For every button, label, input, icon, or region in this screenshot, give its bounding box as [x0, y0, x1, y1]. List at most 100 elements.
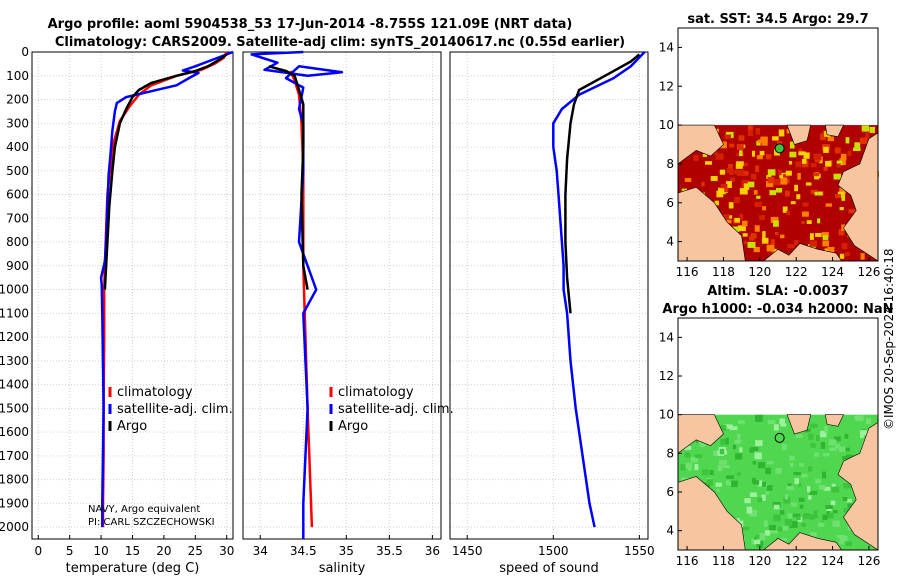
map-cell — [738, 225, 746, 232]
map-cell — [833, 510, 838, 514]
map-cell — [742, 220, 748, 227]
map-cell — [725, 181, 732, 188]
map-cell — [809, 240, 818, 247]
map-y-tick-label: 4 — [666, 524, 674, 538]
depth-tick-label: 100 — [6, 69, 29, 83]
map-cell — [815, 233, 822, 237]
map-cell — [859, 137, 868, 144]
map-x-tick-label: 126 — [857, 554, 880, 568]
map-cell — [817, 218, 821, 224]
map-cell — [756, 155, 763, 160]
map-cell — [726, 168, 732, 174]
depth-tick-label: 500 — [6, 164, 29, 178]
map-cell — [779, 537, 788, 544]
map-cell — [724, 219, 732, 224]
x-tick-label: 20 — [156, 544, 171, 558]
map-cell — [801, 158, 807, 164]
map-cell — [744, 498, 751, 504]
land-polygon — [786, 414, 812, 435]
map-cell — [710, 176, 718, 182]
map-x-tick-label: 120 — [748, 554, 771, 568]
map-cell — [835, 194, 842, 199]
x-tick-label: 34.5 — [290, 544, 317, 558]
map-y-tick-label: 10 — [659, 118, 674, 132]
map-cell — [761, 237, 769, 244]
land-polygon — [824, 124, 844, 138]
map-y-tick-label: 8 — [666, 446, 674, 460]
map-cell — [781, 179, 785, 185]
map-cell — [801, 160, 809, 168]
map-cell — [804, 428, 811, 433]
map-cell — [794, 239, 799, 246]
map-cell — [821, 232, 829, 237]
map-cell — [759, 215, 765, 220]
depth-tick-label: 1500 — [0, 401, 29, 415]
land-polygon — [762, 532, 843, 551]
map-cell — [764, 530, 770, 536]
depth-tick-label: 1200 — [0, 330, 29, 344]
map-cell — [840, 535, 848, 542]
map-cell — [820, 430, 827, 438]
map-cell — [754, 225, 760, 232]
map-cell — [749, 448, 754, 453]
map-cell — [799, 463, 804, 467]
map-cell — [799, 504, 804, 509]
map-cell — [827, 246, 835, 254]
map-cell — [766, 180, 774, 188]
depth-tick-label: 700 — [6, 211, 29, 225]
map-cell — [810, 189, 818, 195]
map-cell — [823, 146, 829, 153]
map-cell — [798, 151, 806, 156]
map-cell — [795, 161, 802, 168]
map-cell — [854, 415, 863, 421]
map-cell — [777, 526, 783, 532]
map-cell — [810, 423, 818, 428]
map-cell — [754, 201, 762, 208]
map-cell — [720, 425, 727, 430]
depth-tick-label: 1800 — [0, 473, 29, 487]
map-cell — [735, 518, 740, 523]
map-cell — [756, 541, 764, 548]
depth-tick-label: 400 — [6, 140, 29, 154]
map-cell — [747, 241, 756, 248]
map-cell — [808, 433, 814, 440]
map-cell — [728, 164, 733, 170]
map-cell — [778, 129, 785, 137]
map-cell — [772, 502, 781, 508]
map-cell — [767, 420, 776, 425]
map-cell — [684, 178, 692, 182]
map-cell — [709, 470, 714, 475]
map-cell — [735, 453, 743, 460]
map-cell — [722, 464, 730, 469]
map-cell — [826, 507, 832, 512]
map-cell — [743, 183, 750, 190]
map-cell — [845, 447, 850, 452]
map-cell — [827, 513, 834, 519]
argo-position-marker — [774, 143, 785, 154]
map-cell — [825, 505, 833, 509]
map-x-tick-label: 116 — [676, 265, 699, 279]
map-x-tick-label: 124 — [821, 554, 844, 568]
map-cell — [798, 482, 802, 487]
x-tick-label: 1550 — [624, 544, 655, 558]
map-cell — [847, 150, 852, 157]
map-cell — [824, 248, 830, 252]
map-cell — [834, 443, 841, 449]
map-cell — [770, 530, 778, 534]
map-cell — [854, 142, 861, 149]
x-tick-label: 34 — [253, 544, 268, 558]
map-cell — [829, 447, 837, 451]
map-cell — [822, 514, 828, 521]
map-cell — [695, 454, 703, 459]
depth-tick-label: 200 — [6, 93, 29, 107]
map-cell — [787, 244, 795, 249]
map-cell — [839, 158, 846, 166]
map-cell — [739, 150, 743, 157]
map-cell — [818, 522, 825, 527]
map-cell — [762, 206, 767, 211]
map-cell — [720, 169, 726, 175]
map-cell — [818, 485, 826, 490]
map-cell — [715, 153, 724, 160]
map-cell — [717, 187, 726, 192]
map-cell — [765, 491, 769, 495]
